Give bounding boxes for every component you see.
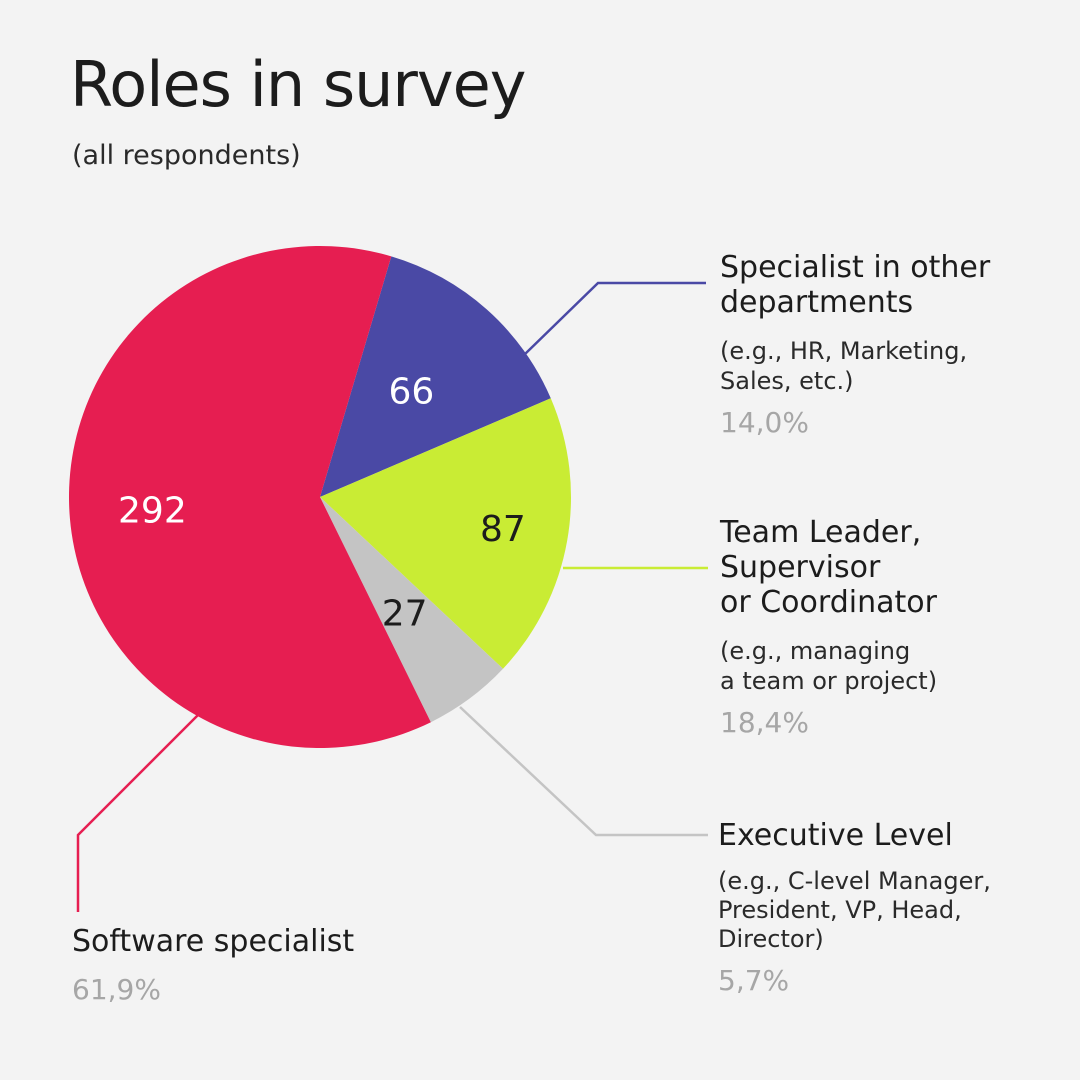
legend-label: Team Leader, Supervisor or Coordinator xyxy=(720,515,937,620)
legend-label: Specialist in other departments xyxy=(720,250,991,320)
leader-line-exec xyxy=(459,706,708,837)
legend-label: Software specialist xyxy=(72,924,355,959)
legend-note: (e.g., managing a team or project) xyxy=(720,637,938,695)
legend-percent: 61,9% xyxy=(72,973,161,1006)
legend-item-team-leader: Team Leader, Supervisor or Coordinator (… xyxy=(720,515,937,740)
pie-slice-exec xyxy=(320,497,503,723)
pie-slice-software xyxy=(68,246,431,749)
slice-value-label-lead: 87 xyxy=(480,509,526,550)
legend-percent: 5,7% xyxy=(718,964,790,997)
legend-item-executive-level: Executive Level (e.g., C-level Manager, … xyxy=(718,818,991,998)
chart-subtitle: (all respondents) xyxy=(72,140,301,171)
slice-value-label-software: 292 xyxy=(118,491,187,532)
slice-value-label-exec: 27 xyxy=(382,594,428,635)
pie-slice-lead xyxy=(320,398,572,669)
legend-note: (e.g., HR, Marketing, Sales, etc.) xyxy=(720,337,968,395)
legend-note: (e.g., C-level Manager, President, VP, H… xyxy=(718,867,991,953)
slice-value-label-other: 66 xyxy=(388,372,434,413)
legend-percent: 18,4% xyxy=(720,706,809,739)
leader-line-other xyxy=(523,281,706,356)
leader-line-software xyxy=(76,712,201,912)
legend-item-software-specialist: Software specialist 61,9% xyxy=(72,924,354,1007)
pie-slice-other xyxy=(320,256,551,497)
chart-title: Roles in survey xyxy=(70,48,526,121)
legend-label: Executive Level xyxy=(718,818,953,853)
legend-item-other-departments: Specialist in other departments (e.g., H… xyxy=(720,250,990,440)
legend-percent: 14,0% xyxy=(720,406,809,439)
